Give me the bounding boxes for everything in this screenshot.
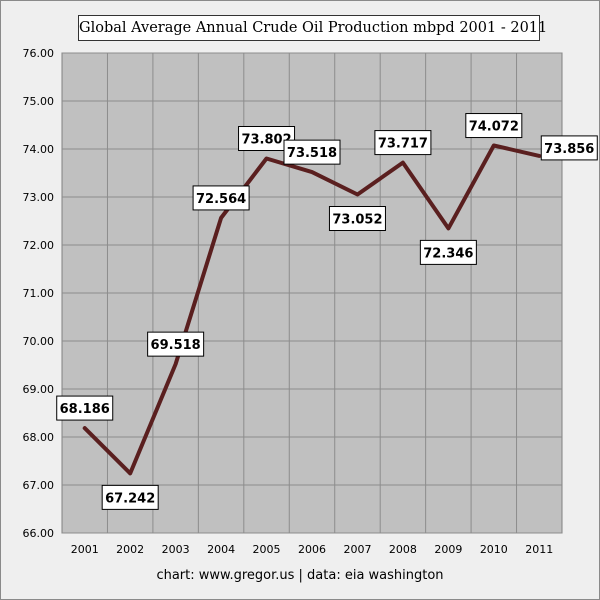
data-label-box	[192, 185, 250, 211]
data-label: 73.052	[328, 206, 386, 232]
x-tick-label: 2006	[298, 543, 326, 556]
data-label-box	[419, 239, 477, 265]
x-tick-label: 2008	[389, 543, 417, 556]
data-label: 67.242	[101, 484, 159, 510]
data-label-box	[328, 206, 386, 232]
data-label-text: 69.518	[151, 338, 201, 353]
data-label-box	[56, 395, 114, 421]
data-label-box	[147, 331, 205, 357]
x-tick-label: 2004	[207, 543, 235, 556]
y-tick-label: 70.00	[23, 335, 55, 348]
data-label-box	[101, 484, 159, 510]
x-tick-label: 2007	[343, 543, 371, 556]
data-label-text: 73.052	[332, 213, 382, 228]
chart-footer: chart: www.gregor.us | data: eia washing…	[156, 568, 444, 583]
data-label-box	[465, 113, 523, 139]
x-tick-label: 2005	[253, 543, 281, 556]
y-tick-label: 76.00	[23, 47, 55, 60]
y-tick-label: 73.00	[23, 191, 55, 204]
x-tick-label: 2011	[525, 543, 553, 556]
y-tick-label: 74.00	[23, 143, 55, 156]
data-label: 74.072	[465, 113, 523, 139]
data-label: 73.518	[283, 139, 341, 165]
x-tick-label: 2009	[434, 543, 462, 556]
y-tick-label: 68.00	[23, 431, 55, 444]
data-label-text: 73.717	[378, 137, 428, 152]
y-tick-label: 67.00	[23, 479, 55, 492]
x-tick-label: 2010	[480, 543, 508, 556]
x-tick-label: 2002	[116, 543, 144, 556]
data-label-text: 72.346	[423, 246, 473, 261]
data-label: 68.186	[56, 395, 114, 421]
data-label-box	[283, 139, 341, 165]
series-line	[82, 143, 542, 476]
y-tick-label: 71.00	[23, 287, 55, 300]
data-label-text: 73.518	[287, 146, 337, 161]
y-tick-label: 75.00	[23, 95, 55, 108]
data-label: 72.346	[419, 239, 477, 265]
data-label-text: 68.186	[60, 402, 110, 417]
data-label-text: 67.242	[105, 491, 155, 506]
x-tick-label: 2003	[162, 543, 190, 556]
x-axis: 2001 2002 2003 2004 2005 2006 2007 2008 2009 2010…	[71, 543, 554, 556]
data-label-text: 73.802	[241, 133, 291, 148]
y-axis: 66.00 67.00 68.00 69.00 70.00 71.00 72.00 73.00…	[23, 47, 55, 540]
data-label-text: 74.072	[469, 120, 519, 135]
data-label-box	[540, 135, 598, 161]
data-label: 69.518	[147, 331, 205, 357]
y-tick-label: 69.00	[23, 383, 55, 396]
data-label: 72.564	[192, 185, 250, 211]
y-tick-label: 72.00	[23, 239, 55, 252]
data-label: 73.856	[540, 135, 598, 161]
y-tick-label: 66.00	[23, 527, 55, 540]
data-label-text: 72.564	[196, 192, 246, 207]
x-tick-label: 2001	[71, 543, 99, 556]
data-label-box	[374, 130, 432, 156]
data-label-text: 73.856	[544, 142, 594, 157]
data-label: 73.717	[374, 130, 432, 156]
chart-title: Global Average Annual Crude Oil Producti…	[78, 15, 547, 41]
